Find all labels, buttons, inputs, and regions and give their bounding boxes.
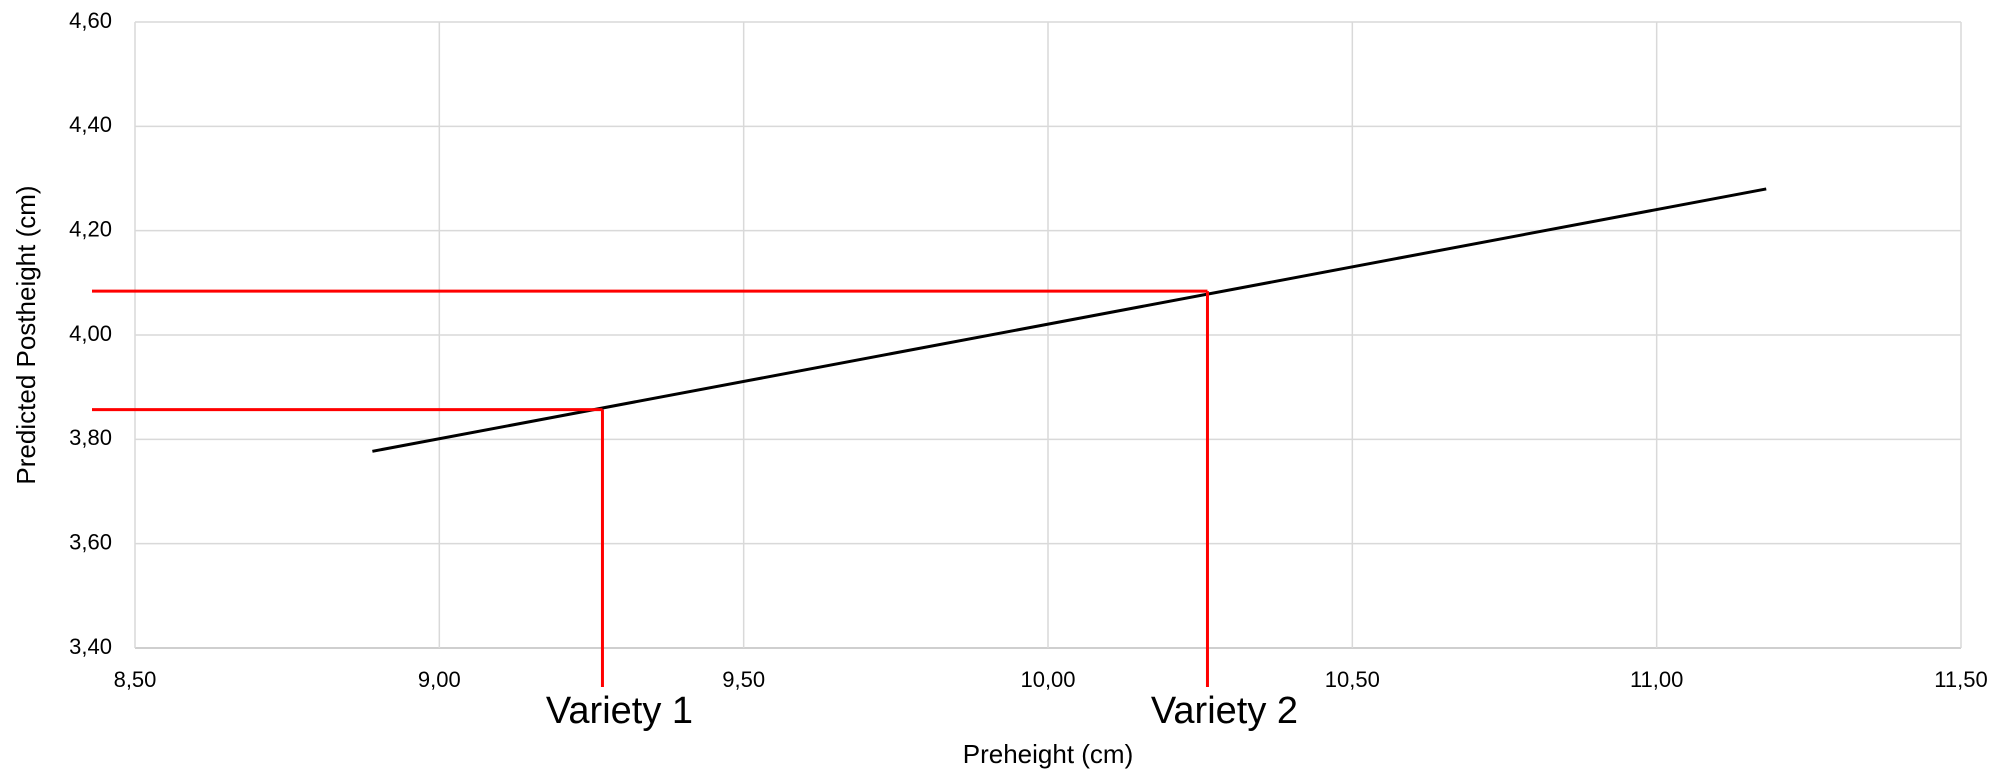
- x-axis-title: Preheight (cm): [963, 739, 1134, 769]
- annotation-label: Variety 1: [546, 690, 693, 732]
- y-tick-label: 4,00: [69, 321, 112, 346]
- data-line: [372, 187, 1767, 453]
- x-tick-label: 10,00: [1020, 667, 1075, 692]
- x-tick-label: 11,00: [1630, 667, 1683, 692]
- x-tick-label: 9,50: [722, 667, 765, 692]
- y-tick-label: 3,40: [69, 634, 112, 659]
- x-tick-label: 10,50: [1325, 667, 1380, 692]
- x-tick-label: 11,50: [1934, 667, 1987, 692]
- y-tick-label: 3,80: [69, 425, 112, 450]
- annotation-label: Variety 2: [1151, 690, 1298, 732]
- y-tick-label: 3,60: [69, 529, 112, 554]
- y-tick-label: 4,60: [69, 8, 112, 33]
- y-tick-label: 4,20: [69, 216, 112, 241]
- x-tick-label: 9,00: [418, 667, 461, 692]
- x-tick-label: 8,50: [114, 667, 157, 692]
- y-axis-title: Predicted Postheight (cm): [11, 185, 41, 484]
- y-tick-label: 4,40: [69, 112, 112, 137]
